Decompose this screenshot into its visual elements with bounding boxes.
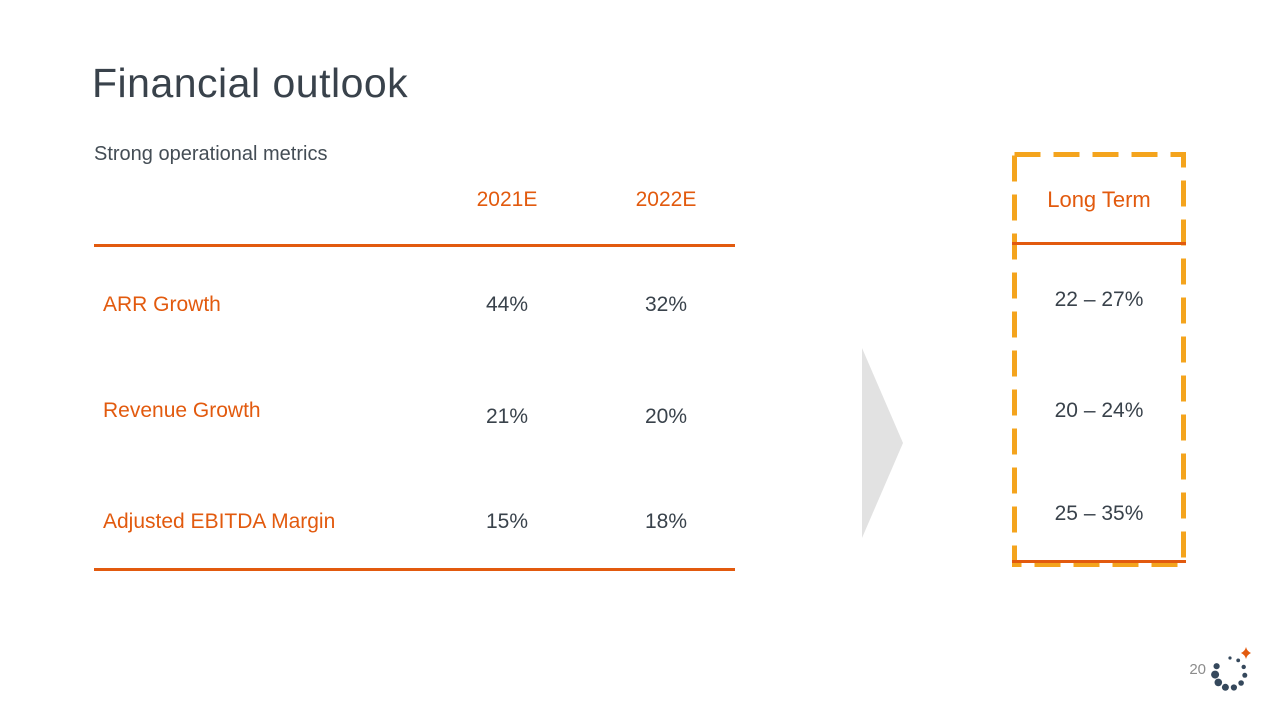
row-label-adjusted-ebitda-margin: Adjusted EBITDA Margin	[103, 510, 336, 533]
long-term-dashed-box	[1012, 152, 1186, 567]
row-label-arr-growth: ARR Growth	[103, 293, 221, 316]
cell-arr-growth-2021: 44%	[485, 293, 529, 316]
long-term-bottom-rule	[1012, 560, 1186, 563]
column-header-2021e: 2021E	[476, 188, 538, 211]
page-title: Financial outlook	[92, 60, 409, 106]
slide-subtitle: Strong operational metrics	[94, 143, 328, 165]
page-number: 20	[1189, 661, 1206, 678]
cell-long-term-arr-growth: 22 – 27%	[1054, 288, 1144, 311]
cell-adjusted-ebitda-2021: 15%	[485, 510, 529, 533]
cell-revenue-growth-2022: 20%	[644, 405, 688, 428]
cell-long-term-ebitda-margin: 25 – 35%	[1054, 502, 1144, 525]
dot-ring-sparkle-logo-icon	[1211, 647, 1251, 691]
table-bottom-rule	[94, 568, 735, 571]
cell-long-term-revenue-growth: 20 – 24%	[1054, 399, 1144, 422]
cell-adjusted-ebitda-2022: 18%	[644, 510, 688, 533]
right-arrow-icon	[862, 348, 903, 538]
column-header-long-term: Long Term	[1047, 187, 1151, 212]
cell-revenue-growth-2021: 21%	[485, 405, 529, 428]
table-top-rule	[94, 244, 735, 247]
row-label-revenue-growth: Revenue Growth	[103, 399, 261, 422]
long-term-top-rule	[1012, 242, 1186, 245]
column-header-2022e: 2022E	[635, 188, 697, 211]
cell-arr-growth-2022: 32%	[644, 293, 688, 316]
